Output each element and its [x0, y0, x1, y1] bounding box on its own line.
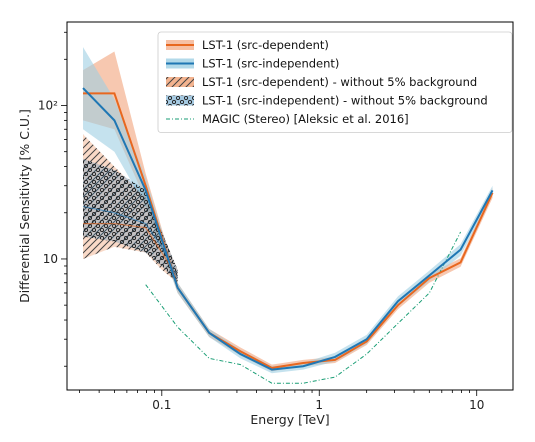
legend-label: LST-1 (src-independent) — [202, 57, 339, 71]
y-axis-title: Differential Sensitivity [% C.U.] — [17, 109, 32, 303]
legend-entry: LST-1 (src-independent) — [166, 57, 339, 71]
legend-swatch-dots — [166, 95, 194, 106]
x-tick-label: 1 — [315, 398, 323, 412]
line-src-dependent — [83, 92, 494, 369]
x-tick-label: 0.1 — [152, 398, 171, 412]
x-axis-title: Energy [TeV] — [250, 412, 329, 427]
y-tick-label: 10² — [38, 98, 58, 112]
x-tick-label: 10 — [469, 398, 484, 412]
legend-label: LST-1 (src-dependent) - without 5% backg… — [202, 75, 477, 89]
legend-swatch-hatch — [166, 77, 194, 87]
legend-frame — [157, 31, 513, 133]
legend-entry: LST-1 (src-dependent) - without 5% backg… — [166, 75, 477, 89]
dots-src-independent-nobg — [83, 158, 178, 283]
legend-label: MAGIC (Stereo) [Aleksic et al. 2016] — [202, 112, 409, 126]
line-src-independent — [82, 87, 494, 371]
legend: LST-1 (src-dependent) LST-1 (src-independ… — [157, 31, 513, 133]
plot-frame — [66, 21, 514, 391]
legend-label: LST-1 (src-independent) - without 5% bac… — [202, 94, 488, 108]
axes: 0.1 1 10 10 10² — [38, 31, 484, 412]
y-tick-label: 10 — [43, 252, 58, 266]
plot-area — [82, 47, 494, 384]
legend-entry: LST-1 (src-independent) - without 5% bac… — [166, 94, 488, 108]
legend-label: LST-1 (src-dependent) — [202, 38, 329, 52]
legend-entry: MAGIC (Stereo) [Aleksic et al. 2016] — [166, 112, 409, 126]
line-src-dependent-nobg — [83, 222, 179, 279]
line-magic-stereo — [145, 231, 462, 384]
legend-entry: LST-1 (src-dependent) — [166, 38, 329, 52]
